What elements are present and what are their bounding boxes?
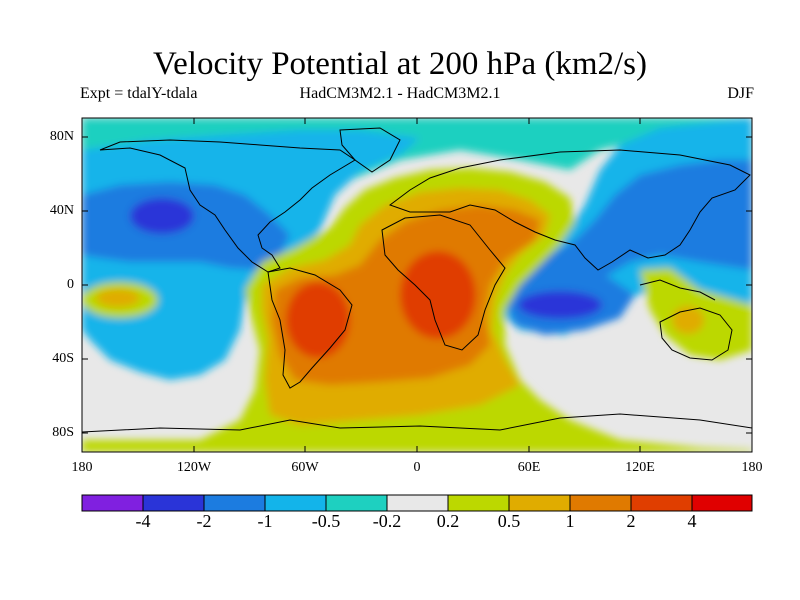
contour-field (82, 118, 752, 452)
colorbar (81, 494, 753, 512)
colorbar-swatch-5 (325, 494, 388, 512)
lon-label: 180 (741, 460, 763, 475)
coast-north-america (99, 139, 356, 273)
coast-antarctica (82, 413, 752, 433)
contour-yellow-pacific (96, 289, 140, 307)
minimum-indian-ocean (518, 291, 602, 319)
colorbar-swatch-3 (203, 494, 266, 512)
contour-blue-east (530, 160, 752, 290)
lat-label: 80S (52, 425, 74, 440)
colorbar-label: -0.5 (311, 511, 341, 531)
colorbar-label: 2 (626, 511, 636, 531)
colorbar-swatch-2 (142, 494, 205, 512)
colorbar-swatch-6 (386, 494, 449, 512)
colorbar-swatch-4 (264, 494, 327, 512)
coast-europe-asia (388, 149, 751, 271)
colorbar-swatch-10 (630, 494, 693, 512)
colorbar-label: 0.2 (436, 511, 460, 531)
lon-label: 180 (71, 460, 93, 475)
colorbar-label: -1 (257, 511, 273, 531)
colorbar-label: 4 (687, 511, 697, 531)
maximum-africa (400, 251, 476, 339)
colorbar-label: -2 (196, 511, 212, 531)
coast-indonesia (639, 279, 716, 301)
experiment-label: Expt = tdalY-tdala (80, 85, 198, 102)
lon-label: 0 (413, 460, 421, 475)
contour-yellow-west-pacific (672, 306, 704, 334)
maximum-south-america (286, 282, 350, 358)
colorbar-label: -4 (135, 511, 151, 531)
colorbar-label: 0.5 (497, 511, 521, 531)
season-label: DJF (727, 85, 754, 102)
coast-south-america (267, 267, 353, 389)
axis-ticks (82, 118, 752, 452)
coast-greenland (339, 127, 401, 173)
coast-australia (659, 307, 733, 361)
colorbar-label: 1 (565, 511, 575, 531)
coastlines (82, 127, 752, 433)
colorbar-swatch-11 (691, 494, 753, 512)
colorbar-swatch-7 (447, 494, 510, 512)
coast-africa (381, 214, 506, 351)
colorbar-swatch-1 (81, 494, 144, 512)
lat-label: 80N (49, 129, 74, 144)
colorbar-swatch-9 (569, 494, 632, 512)
lon-label: 60W (291, 460, 319, 475)
model-label: HadCM3M2.1 - HadCM3M2.1 (299, 85, 501, 102)
colorbar-swatch-8 (508, 494, 571, 512)
lat-label: 40N (49, 203, 74, 218)
lon-label: 120E (625, 460, 655, 475)
lat-label: 0 (67, 277, 74, 292)
minimum-north-pacific (130, 198, 194, 234)
lon-label: 120W (176, 460, 212, 475)
lon-label: 60E (517, 460, 541, 475)
chart-title: Velocity Potential at 200 hPa (km2/s) (152, 46, 648, 82)
lat-label: 40S (52, 351, 74, 366)
colorbar-label: -0.2 (372, 511, 402, 531)
